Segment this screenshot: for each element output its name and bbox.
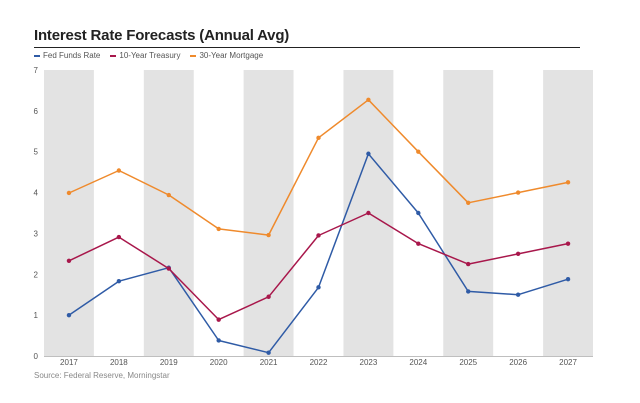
legend-swatch-fed-funds: [34, 54, 40, 57]
legend-label-30yr-mortgage: 30-Year Mortgage: [199, 51, 264, 60]
data-point: [216, 317, 221, 322]
grid-band-2027: [543, 70, 593, 356]
y-tick-label: 7: [34, 66, 39, 75]
grid-band-2021: [243, 70, 294, 356]
y-tick-label: 3: [34, 229, 39, 238]
data-point: [116, 234, 122, 240]
data-point: [266, 232, 271, 238]
x-tick-label: 2024: [409, 358, 427, 367]
x-tick-label: 2018: [110, 358, 128, 367]
data-point: [366, 97, 371, 103]
grid-band-2017: [44, 70, 94, 356]
grid-band-2025: [443, 70, 494, 356]
data-point: [416, 241, 421, 246]
data-point: [416, 210, 421, 216]
x-tick-label: 2017: [60, 358, 78, 367]
data-point: [216, 226, 221, 232]
data-point: [316, 285, 321, 290]
legend: Fed Funds Rate 10-Year Treasury 30-Year …: [34, 51, 263, 60]
x-tick-label: 2019: [160, 358, 178, 367]
data-point: [515, 292, 521, 297]
data-point: [565, 276, 571, 282]
legend-item-fed-funds: Fed Funds Rate: [34, 51, 100, 60]
data-point: [66, 312, 72, 318]
y-axis-ticks: 0 1 2 3 4 5 6 7: [34, 66, 39, 361]
legend-label-fed-funds: Fed Funds Rate: [43, 51, 101, 60]
data-point: [515, 190, 521, 195]
data-point: [166, 192, 171, 198]
data-point: [66, 258, 72, 264]
data-point: [166, 266, 171, 271]
data-point: [366, 210, 371, 216]
x-tick-label: 2025: [459, 358, 477, 367]
legend-label-10yr-treasury: 10-Year Treasury: [119, 51, 181, 60]
chart-title: Interest Rate Forecasts (Annual Avg): [34, 27, 290, 44]
x-tick-label: 2020: [210, 358, 228, 367]
data-point: [216, 338, 221, 343]
x-tick-label: 2022: [310, 358, 328, 367]
legend-swatch-10yr-treasury: [110, 54, 117, 57]
data-point: [565, 180, 571, 185]
legend-item-30yr-mortgage: 30-Year Mortgage: [190, 51, 263, 60]
data-point: [515, 251, 521, 257]
legend-swatch-30yr-mortgage: [190, 54, 197, 57]
grid-bands: [44, 70, 593, 356]
data-point: [316, 233, 321, 238]
data-point: [116, 168, 122, 173]
x-tick-label: 2026: [509, 358, 527, 367]
x-tick-label: 2023: [360, 358, 378, 367]
data-point: [266, 294, 271, 299]
title-divider: [34, 47, 580, 48]
data-point: [466, 289, 471, 294]
data-point: [266, 350, 271, 355]
data-point: [416, 149, 421, 154]
grid-band-2019: [143, 70, 194, 356]
data-point: [466, 200, 471, 205]
data-point: [565, 241, 571, 246]
source-note: Source: Federal Reserve, Morningstar: [34, 371, 170, 380]
data-point: [466, 261, 471, 267]
y-tick-label: 2: [34, 270, 39, 279]
y-tick-label: 4: [34, 189, 39, 198]
y-tick-label: 1: [34, 311, 39, 320]
y-tick-label: 6: [34, 107, 39, 116]
data-point: [366, 151, 371, 156]
data-point: [66, 190, 72, 196]
x-tick-label: 2021: [260, 358, 278, 367]
series-lines: [66, 97, 571, 355]
legend-item-10yr-treasury: 10-Year Treasury: [110, 51, 180, 60]
x-tick-label: 2027: [559, 358, 577, 367]
data-point: [116, 279, 122, 284]
x-axis-ticks: 2017 2018 2019 2020 2021 2022 2023 2024 2025 2026…: [60, 358, 577, 367]
data-point: [316, 135, 321, 141]
y-tick-label: 5: [34, 148, 39, 157]
y-tick-label: 0: [34, 352, 39, 361]
